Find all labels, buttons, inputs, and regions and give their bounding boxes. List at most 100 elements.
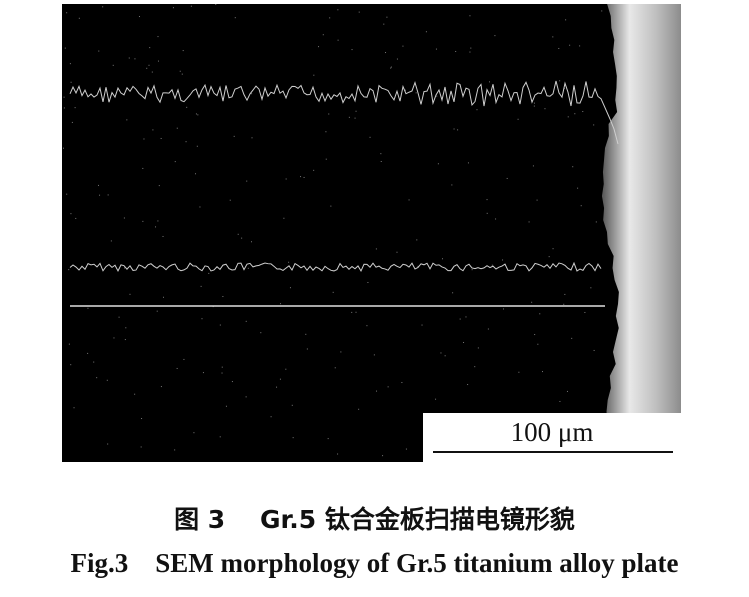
speck	[162, 296, 164, 298]
speck	[157, 60, 159, 62]
speck	[134, 393, 136, 395]
speck	[416, 239, 418, 241]
speck	[102, 6, 104, 8]
speck	[387, 386, 389, 388]
speck	[221, 366, 223, 368]
speck	[107, 194, 109, 196]
speck	[199, 206, 201, 208]
speck	[373, 354, 375, 356]
speck	[305, 333, 307, 335]
speck	[149, 47, 151, 49]
speck	[75, 217, 77, 219]
speck	[533, 105, 535, 107]
speck	[245, 320, 247, 322]
speck	[491, 264, 493, 266]
speck	[140, 446, 142, 448]
speck	[124, 267, 126, 269]
speck	[337, 39, 339, 41]
scale-bar	[433, 451, 673, 453]
speck	[494, 35, 496, 37]
speck	[465, 316, 467, 318]
speck	[313, 169, 315, 171]
speck	[151, 71, 153, 73]
noise-specks	[62, 4, 603, 457]
speck	[544, 108, 546, 110]
speck	[383, 23, 385, 25]
speck	[300, 176, 302, 178]
caption-english: Fig.3 SEM morphology of Gr.5 titanium al…	[70, 548, 679, 578]
speck	[532, 165, 534, 167]
speck	[358, 11, 360, 13]
speck	[506, 177, 508, 179]
speck	[375, 248, 377, 250]
speck	[542, 371, 544, 373]
speck	[113, 337, 115, 339]
speck	[157, 36, 159, 38]
speck	[195, 113, 197, 115]
speck	[291, 404, 293, 406]
speck	[64, 47, 66, 49]
speck	[146, 67, 148, 69]
speck	[469, 15, 471, 17]
speck	[134, 58, 136, 60]
speck	[417, 265, 419, 267]
speck	[367, 282, 369, 284]
speck	[528, 221, 530, 223]
speck	[157, 220, 159, 222]
lower-line-scan-trace	[69, 261, 602, 273]
speck	[141, 418, 143, 420]
speck	[435, 48, 437, 50]
speck	[202, 372, 204, 374]
speck	[593, 124, 595, 126]
speck	[87, 352, 89, 354]
speck	[222, 296, 224, 298]
speck	[160, 386, 162, 388]
speck	[306, 348, 308, 350]
speck	[172, 7, 174, 9]
speck	[219, 436, 221, 438]
speck	[380, 161, 382, 163]
speck	[174, 161, 176, 163]
speck	[280, 303, 282, 305]
speck	[401, 382, 403, 384]
speck	[126, 119, 128, 121]
speck	[193, 432, 195, 434]
speck	[234, 17, 236, 19]
speck	[463, 341, 465, 343]
speck	[63, 96, 65, 98]
speck	[552, 36, 554, 38]
speck	[70, 81, 72, 83]
speck	[233, 135, 235, 137]
speck	[334, 367, 336, 369]
speck	[292, 437, 294, 439]
speck	[322, 34, 324, 36]
speck	[402, 45, 404, 47]
speck	[534, 334, 536, 336]
speck	[437, 163, 439, 165]
speck	[558, 47, 560, 49]
speck	[495, 218, 497, 220]
speck	[444, 355, 446, 357]
speck	[229, 199, 231, 201]
speck	[380, 153, 382, 155]
speck	[208, 272, 210, 274]
speck	[245, 396, 247, 398]
speck	[99, 194, 101, 196]
speck	[451, 184, 453, 186]
speck	[289, 287, 291, 289]
speck	[382, 455, 384, 457]
speck	[142, 167, 144, 169]
speck	[251, 93, 253, 95]
speck	[327, 438, 329, 440]
speck	[440, 352, 442, 354]
speck	[471, 269, 473, 271]
speck	[283, 217, 285, 219]
speck	[250, 241, 252, 243]
speck	[474, 366, 476, 368]
speck	[260, 332, 262, 334]
speck	[195, 173, 197, 175]
speck	[66, 12, 68, 14]
speck	[247, 267, 249, 269]
speck	[186, 106, 188, 108]
speck	[354, 117, 356, 119]
